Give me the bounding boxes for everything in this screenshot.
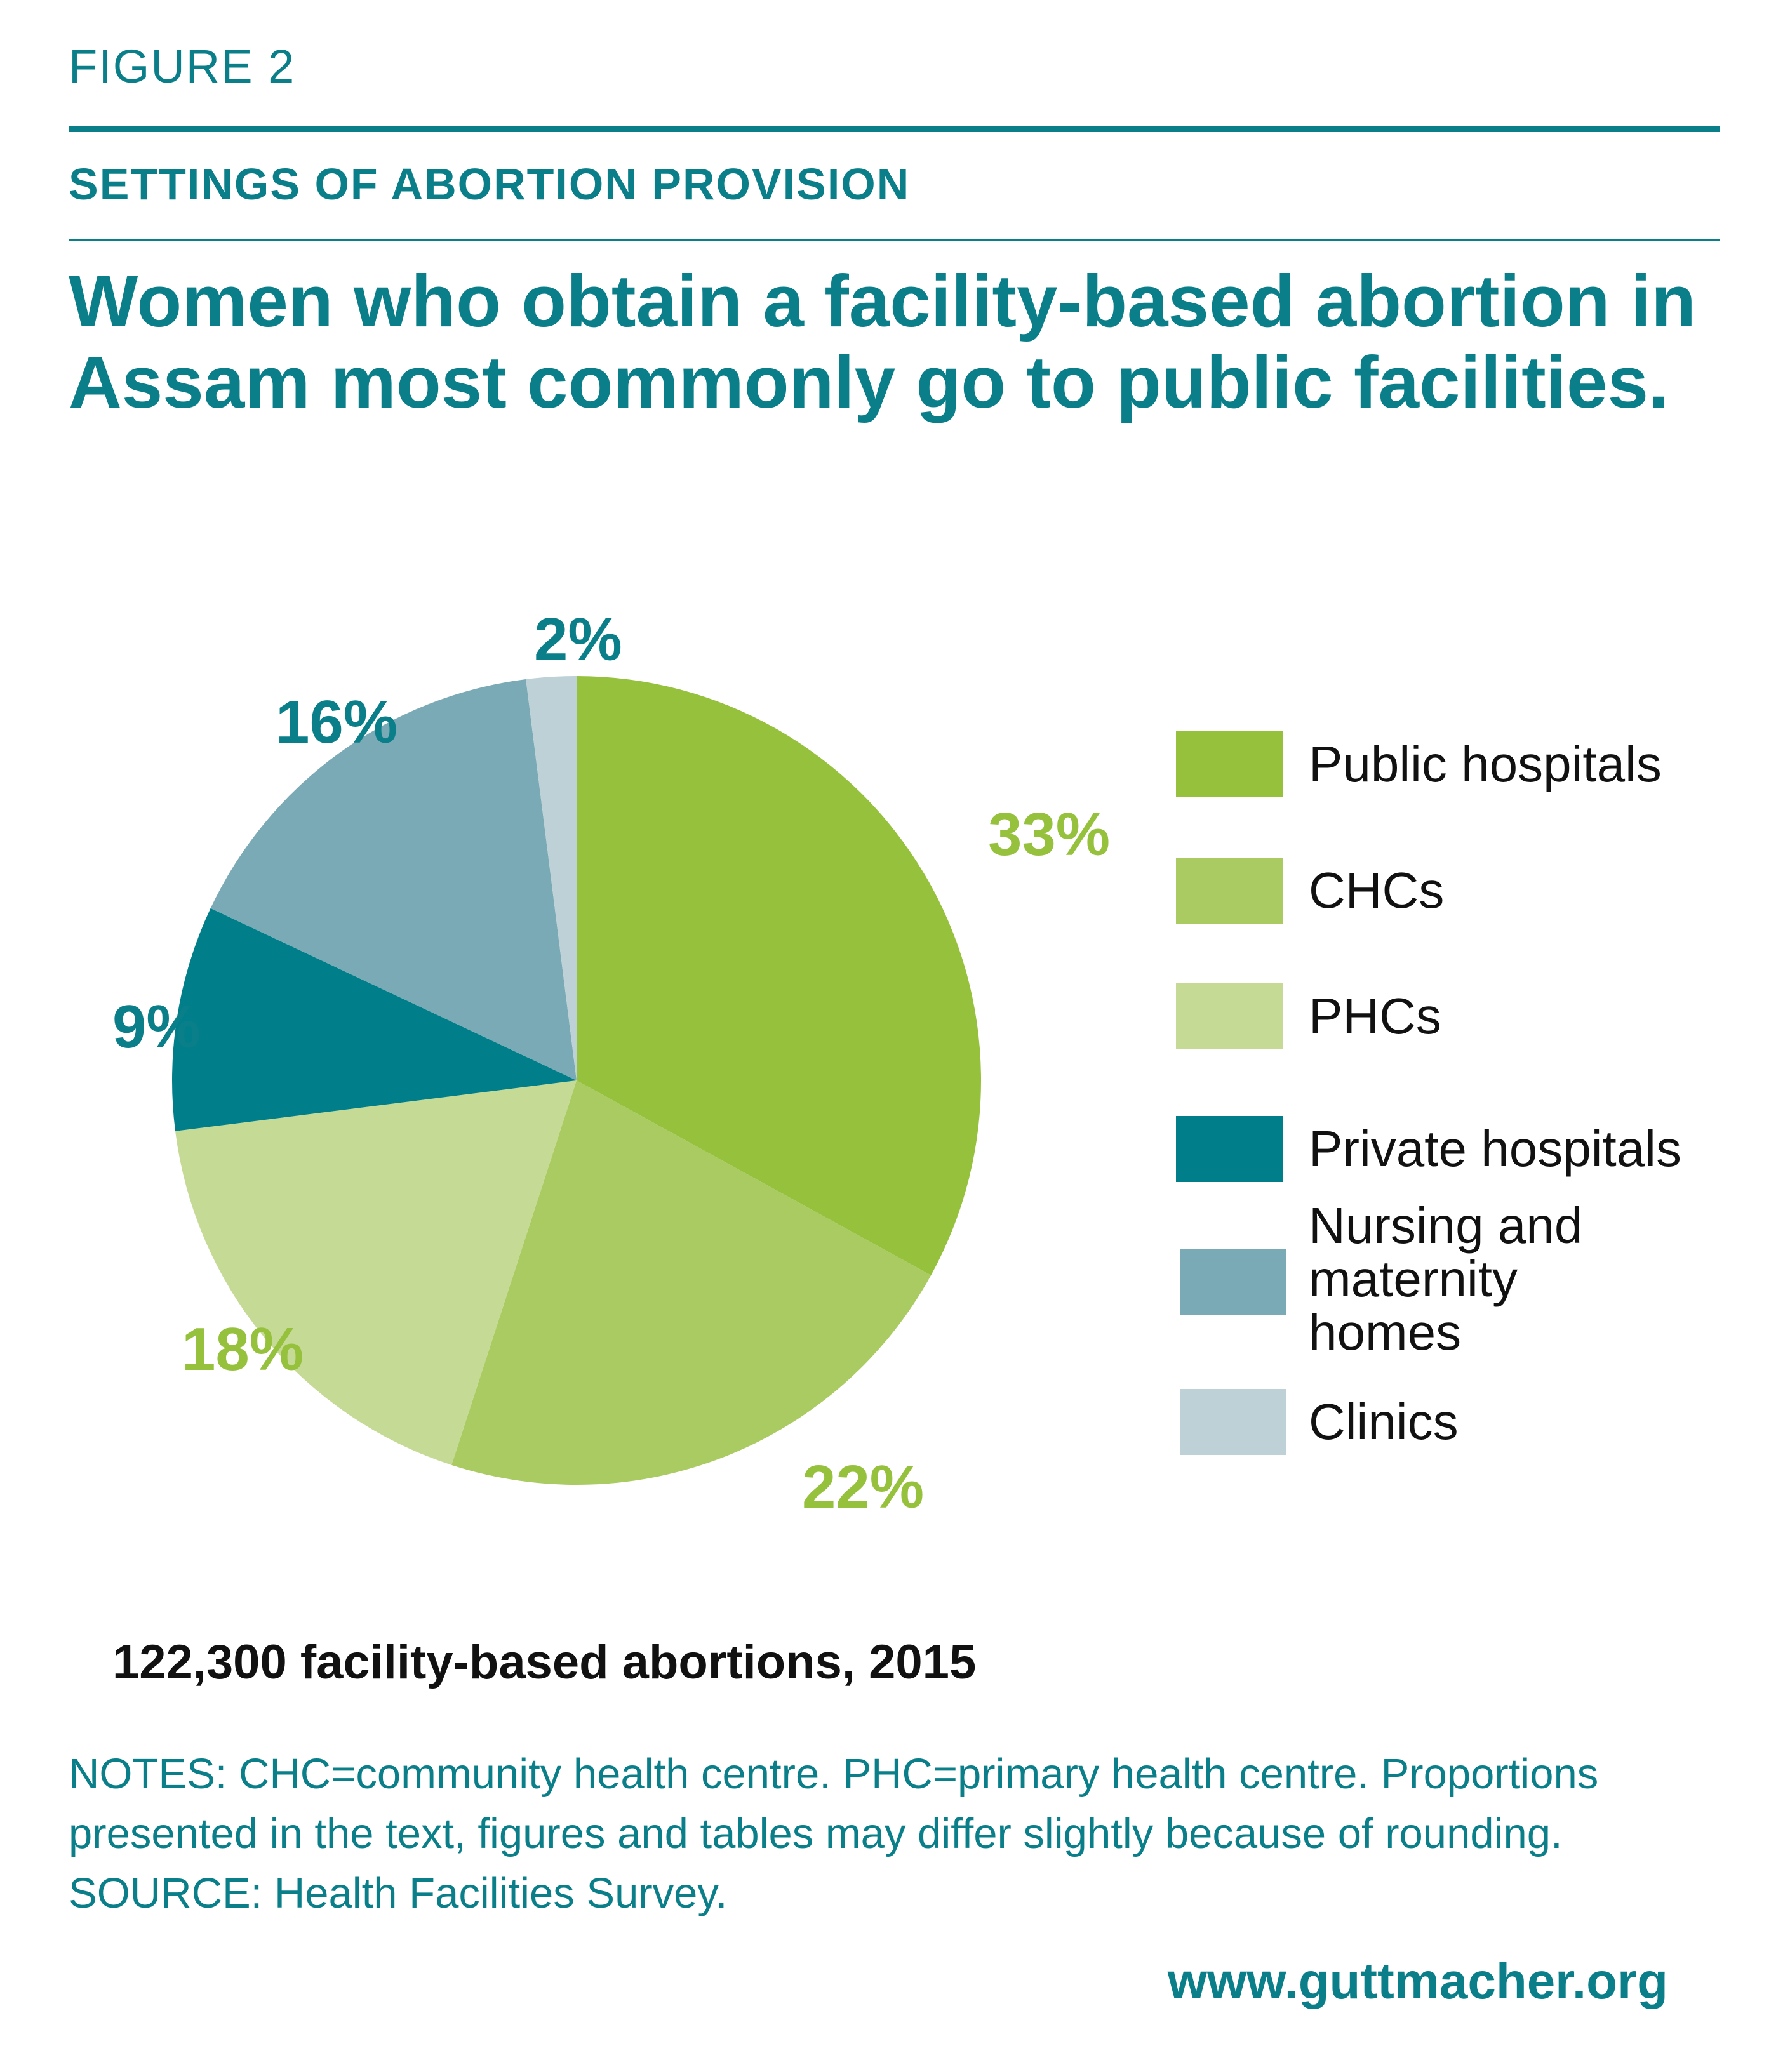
pie-slice-clinics [526,676,577,1080]
data-label: 18% [182,1315,304,1383]
legend-swatch [1176,1116,1283,1182]
legend-label: Private hospitals [1309,1120,1681,1177]
legend-swatch [1176,983,1283,1049]
data-label: 2% [534,606,622,674]
figure-label: FIGURE 2 [69,40,296,93]
pie-slice-public-hospitals [577,676,981,1275]
legend-label: Nursing and maternity homes [1309,1197,1583,1360]
legend-label: Clinics [1309,1393,1459,1450]
notes-text: NOTES: CHC=community health centre. PHC=… [69,1750,1599,1917]
data-label: 22% [802,1453,925,1521]
data-label: 16% [276,688,398,756]
chart-title: Women who obtain a facility-based aborti… [69,260,1696,423]
kicker-heading: SETTINGS OF ABORTION PROVISION [69,159,911,209]
pie-slice-phcs [175,1080,577,1465]
legend-label: PHCs [1309,988,1441,1044]
pie-slice-nursing-and-maternity-homes [210,679,577,1080]
divider-rule [69,239,1720,241]
pie-slice-private-hospitals [172,908,577,1131]
legend-swatch [1180,1389,1286,1455]
total-caption: 122,300 facility-based abortions, 2015 [112,1635,977,1689]
top-rule [69,126,1720,132]
legend-swatch [1176,858,1283,924]
legend-swatch [1176,731,1283,797]
pie-slice-chcs [451,1080,932,1485]
data-label: 9% [112,993,201,1061]
legend-label: Public hospitals [1309,736,1662,792]
data-label: 33% [988,800,1111,868]
legend-swatch [1180,1249,1286,1315]
source-url[interactable]: www.guttmacher.org [1167,1953,1668,2009]
legend-label: CHCs [1309,862,1445,919]
